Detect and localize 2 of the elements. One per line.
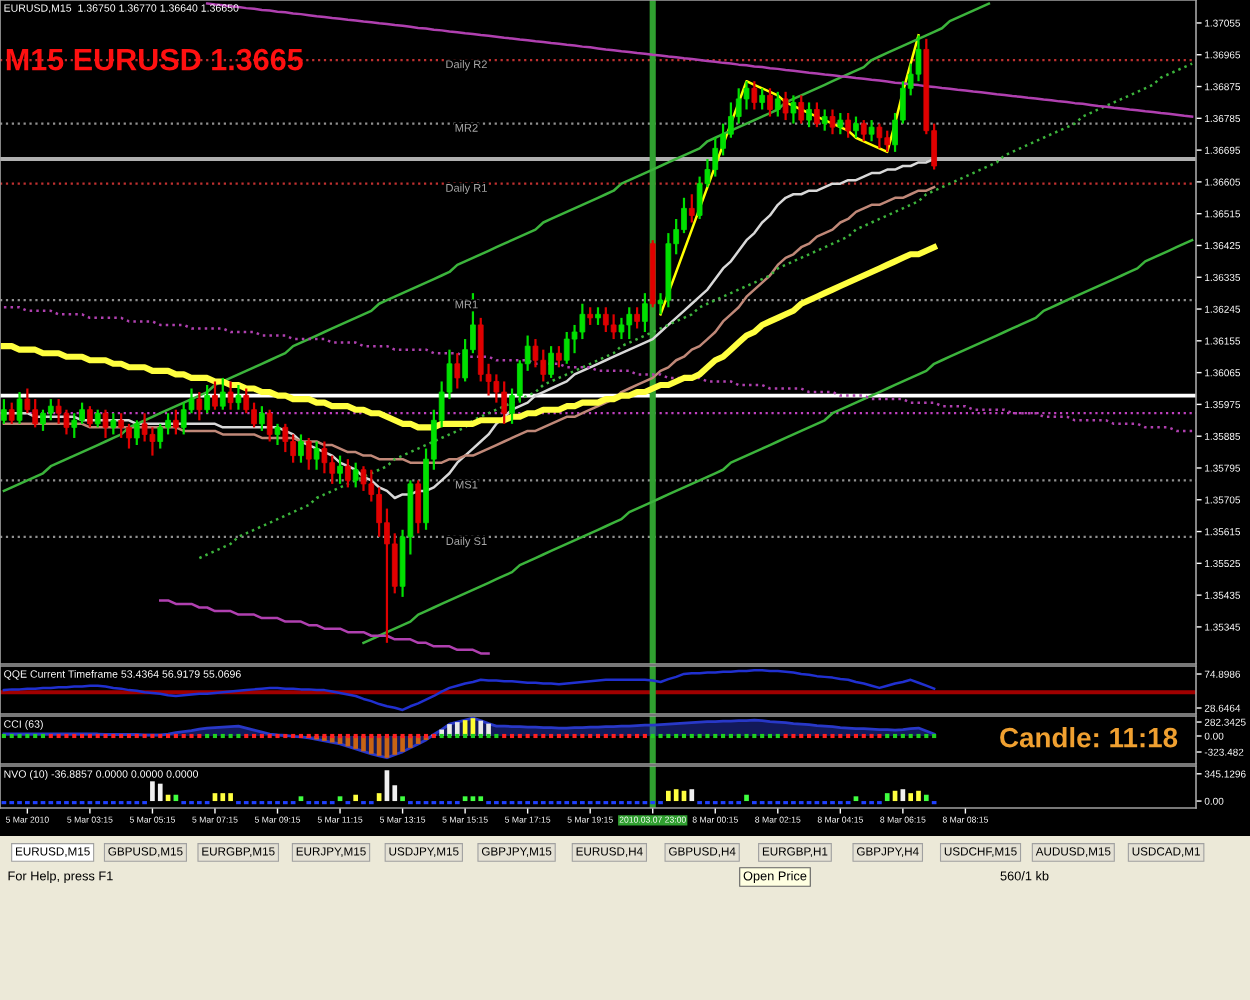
annotation: Candle: 11:18	[1000, 727, 1178, 748]
text: M15 EURUSD 1.3665	[6, 48, 303, 71]
